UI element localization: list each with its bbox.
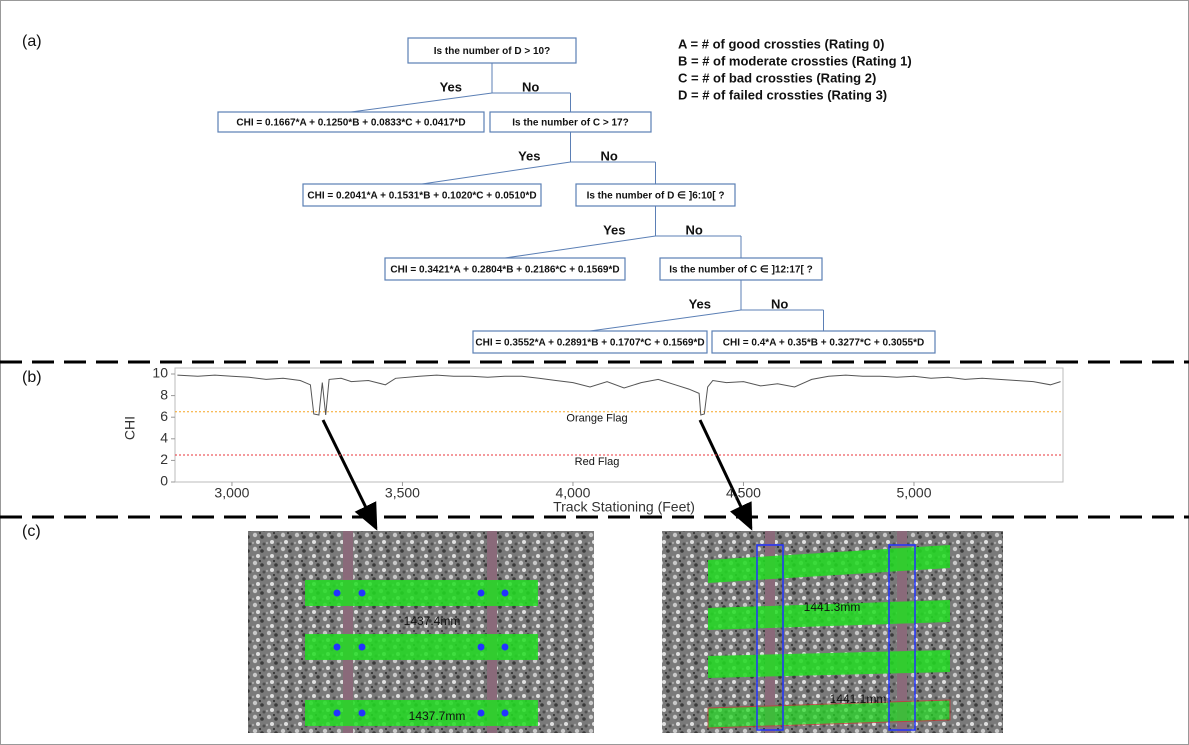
connector bbox=[422, 162, 571, 184]
x-tick-label: 3,500 bbox=[385, 485, 420, 501]
arrow bbox=[323, 420, 376, 528]
box-text: CHI = 0.3552*A + 0.2891*B + 0.1707*C + 0… bbox=[475, 338, 704, 349]
panel-label: (b) bbox=[22, 369, 42, 386]
box-text: Is the number of C > 17? bbox=[512, 118, 628, 129]
box-text: CHI = 0.1667*A + 0.1250*B + 0.0833*C + 0… bbox=[236, 118, 465, 129]
yes-label: Yes bbox=[518, 148, 540, 163]
yes-label: Yes bbox=[440, 79, 462, 94]
y-tick-label: 0 bbox=[160, 473, 168, 489]
box-text: Is the number of D > 10? bbox=[434, 46, 550, 57]
panel-label: (c) bbox=[22, 523, 41, 540]
threshold-label: Red Flag bbox=[575, 456, 620, 468]
connector bbox=[351, 93, 492, 112]
y-tick-label: 10 bbox=[152, 365, 168, 381]
no-label: No bbox=[686, 222, 703, 237]
definition: A = # of good crossties (Rating 0) bbox=[678, 36, 884, 51]
threshold-label: Orange Flag bbox=[566, 413, 627, 425]
no-label: No bbox=[522, 79, 539, 94]
y-tick-label: 6 bbox=[160, 408, 168, 424]
measurement: 1441.3mm bbox=[804, 600, 861, 614]
y-tick-label: 2 bbox=[160, 451, 168, 467]
arrow bbox=[700, 420, 751, 528]
y-tick-label: 4 bbox=[160, 430, 168, 446]
box-text: CHI = 0.4*A + 0.35*B + 0.3277*C + 0.3055… bbox=[723, 338, 924, 349]
x-tick-label: 5,000 bbox=[896, 485, 931, 501]
connector bbox=[590, 310, 741, 331]
measurement: 1441.1mm bbox=[830, 692, 887, 706]
x-tick-label: 3,000 bbox=[214, 485, 249, 501]
y-axis-label: CHI bbox=[122, 416, 138, 440]
measurement: 1437.7mm bbox=[409, 709, 466, 723]
connector bbox=[505, 236, 656, 258]
measurement: 1437.4mm bbox=[404, 614, 461, 628]
no-label: No bbox=[771, 296, 788, 311]
box-text: Is the number of C ∈ ]12:17[ ? bbox=[669, 265, 812, 276]
y-tick-label: 8 bbox=[160, 386, 168, 402]
box-text: CHI = 0.3421*A + 0.2804*B + 0.2186*C + 0… bbox=[390, 265, 619, 276]
definition: D = # of failed crossties (Rating 3) bbox=[678, 87, 887, 102]
box-text: CHI = 0.2041*A + 0.1531*B + 0.1020*C + 0… bbox=[307, 191, 536, 202]
yes-label: Yes bbox=[603, 222, 625, 237]
definition: B = # of moderate crossties (Rating 1) bbox=[678, 53, 912, 68]
figure: (a) (b) (c) Is the number of D > 10? CHI … bbox=[0, 0, 1189, 745]
x-axis-label: Track Stationing (Feet) bbox=[553, 499, 695, 515]
chi-line bbox=[177, 375, 1060, 415]
yes-label: Yes bbox=[689, 296, 711, 311]
panel-label: (a) bbox=[22, 33, 42, 50]
no-label: No bbox=[601, 148, 618, 163]
x-tick-label: 4,500 bbox=[726, 485, 761, 501]
definition: C = # of bad crossties (Rating 2) bbox=[678, 70, 876, 85]
box-text: Is the number of D ∈ ]6:10[ ? bbox=[587, 191, 725, 202]
